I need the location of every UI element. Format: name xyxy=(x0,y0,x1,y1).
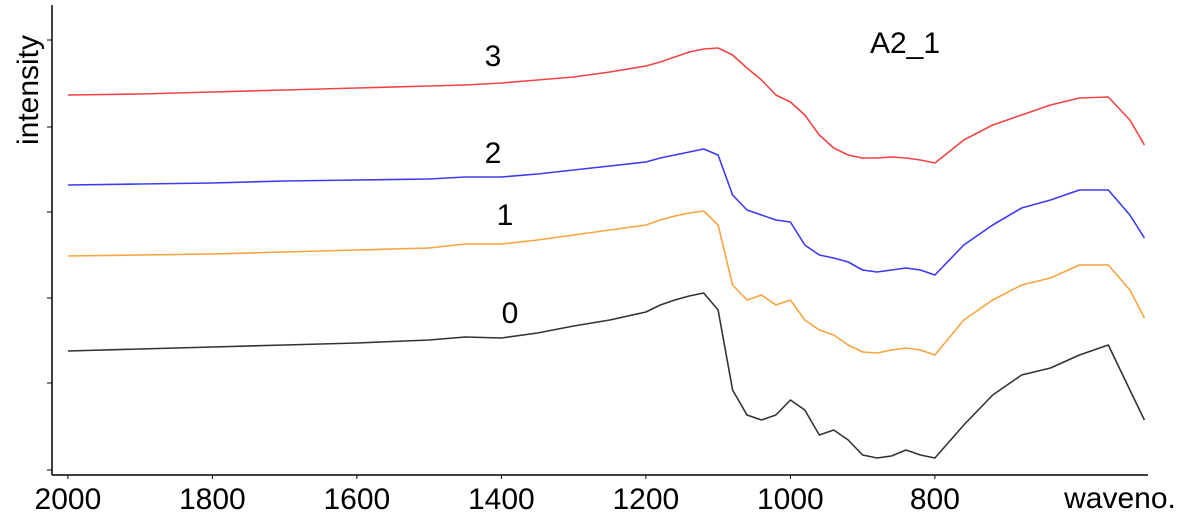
chart-title: A2_1 xyxy=(870,27,940,60)
x-axis-label: waveno. xyxy=(1063,482,1176,515)
spectrum-line xyxy=(67,210,1146,356)
x-tick-label: 1800 xyxy=(179,483,246,516)
y-axis-label: intensity xyxy=(12,35,45,145)
x-tick-label: 1000 xyxy=(757,483,824,516)
x-tick-label: 1200 xyxy=(613,483,680,516)
spectrum-line xyxy=(67,292,1146,459)
x-tick-label: 800 xyxy=(910,483,960,516)
x-tick-label: 1400 xyxy=(468,483,535,516)
spectrum-line xyxy=(67,148,1146,276)
series-label: 1 xyxy=(497,199,514,232)
x-tick-label: 2000 xyxy=(35,483,102,516)
series-label: 0 xyxy=(502,297,519,330)
x-tick-label: 1600 xyxy=(324,483,391,516)
series-label: 3 xyxy=(485,40,502,73)
spectrum-line xyxy=(67,47,1146,164)
series-label: 2 xyxy=(485,137,502,170)
